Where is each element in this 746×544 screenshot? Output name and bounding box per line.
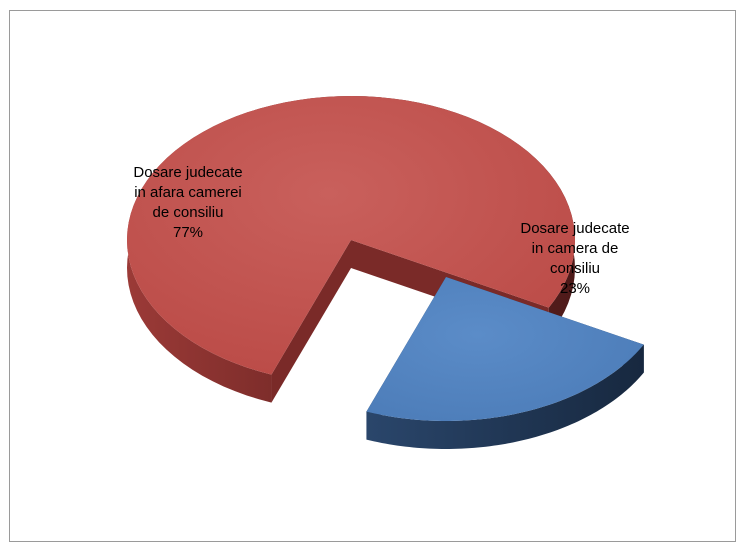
slice-label-line: Dosare judecate [133, 164, 242, 181]
slice-label-2: Dosare judecate in camera de consiliu 23% [520, 220, 629, 297]
slice-label-line: in camera de [532, 240, 619, 257]
slice-top-face [127, 96, 575, 375]
slice-cut-face [271, 240, 351, 403]
slice-label-line: in afara camerei [134, 184, 242, 201]
chart-frame: Dosare judecate in afara camerei de consil… [9, 10, 736, 542]
slice-label-line: 23% [560, 280, 590, 297]
slice-side-wall [366, 344, 644, 449]
slice-label-line: de consiliu [153, 204, 224, 221]
slice-label-line: consiliu [550, 260, 600, 277]
pie-slice-2 [366, 277, 644, 449]
slice-label-1: Dosare judecate in afara camerei de consil… [133, 164, 242, 241]
slice-label-line: 77% [173, 224, 203, 241]
slice-top-face [366, 277, 644, 421]
slice-label-line: Dosare judecate [520, 220, 629, 237]
pie-chart: Dosare judecate in afara camerei de consil… [127, 96, 644, 449]
